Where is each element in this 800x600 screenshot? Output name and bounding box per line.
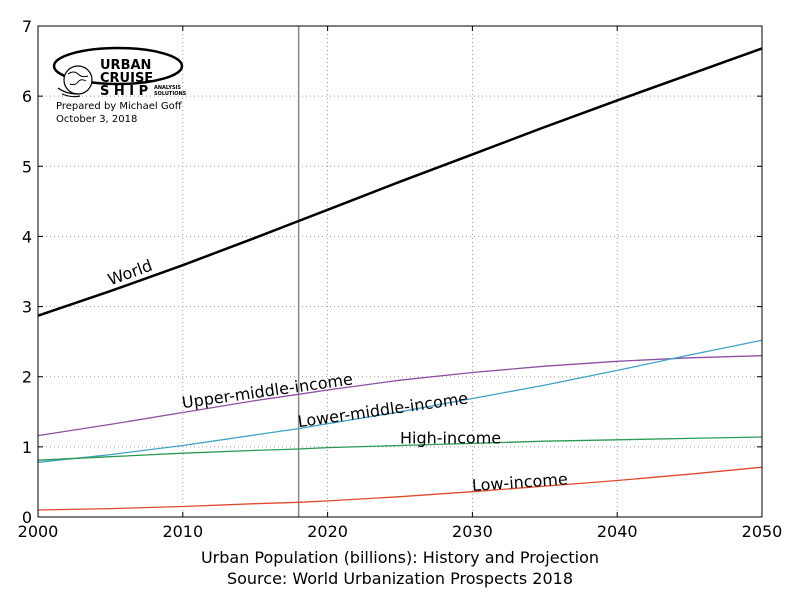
- x-tick-label: 2040: [597, 522, 638, 541]
- y-tick-label: 0: [22, 508, 32, 527]
- x-axis-caption: Urban Population (billions): History and…: [201, 548, 599, 567]
- plot-frame: [37, 25, 763, 518]
- grid: [38, 26, 762, 517]
- source-caption: Source: World Urbanization Prospects 201…: [227, 569, 573, 588]
- prepared-date: October 3, 2018: [56, 114, 137, 125]
- y-tick-label: 6: [22, 87, 32, 106]
- logo-line3: S H I P: [100, 84, 148, 99]
- x-tick-label: 2050: [742, 522, 783, 541]
- logo-tag2: SOLUTIONS: [154, 91, 187, 97]
- logo-tag1: ANALYSIS: [154, 85, 181, 91]
- series-label: Low-income: [471, 469, 568, 495]
- logo-ship-icon: [57, 87, 81, 98]
- x-tick-label: 2030: [452, 522, 493, 541]
- x-tick-label: 2000: [18, 522, 59, 541]
- series-line-low-income: [37, 466, 763, 511]
- x-tick-label: 2020: [307, 522, 348, 541]
- x-tick-label: 2010: [162, 522, 203, 541]
- series-label: Upper-middle-income: [181, 369, 354, 412]
- series-line-upper-middle-income: [37, 355, 763, 437]
- y-tick-label: 4: [22, 227, 32, 246]
- y-tick-label: 7: [22, 17, 32, 36]
- tick-layer: 2000 2010 2020 2030 2040 2050 0 1 2 3 4 5 6 7: [18, 17, 783, 541]
- series-line-world: [37, 47, 763, 317]
- y-tick-label: 2: [22, 368, 32, 387]
- y-tick-label: 5: [22, 157, 32, 176]
- series-label: High-income: [400, 428, 501, 447]
- series-line-lower-middle-income: [37, 339, 763, 463]
- series-label-layer: WorldUpper-middle-incomeLower-middle-inc…: [105, 256, 568, 495]
- logo-ellipse: [52, 46, 184, 86]
- y-tick-label: 3: [22, 298, 32, 317]
- prepared-by: Prepared by Michael Goff: [56, 101, 183, 112]
- series-layer: [37, 47, 763, 511]
- series-line-high-income: [37, 436, 763, 461]
- y-tick-label: 1: [22, 438, 32, 457]
- logo-line2: CRUISE: [100, 71, 153, 86]
- series-label: Lower-middle-income: [297, 388, 470, 431]
- logo: URBAN CRUISE S H I P ANALYSIS SOLUTIONS …: [52, 46, 187, 125]
- logo-globe-lines-icon: [67, 71, 89, 86]
- logo-line1: URBAN: [100, 58, 151, 73]
- logo-globe-icon: [63, 65, 93, 95]
